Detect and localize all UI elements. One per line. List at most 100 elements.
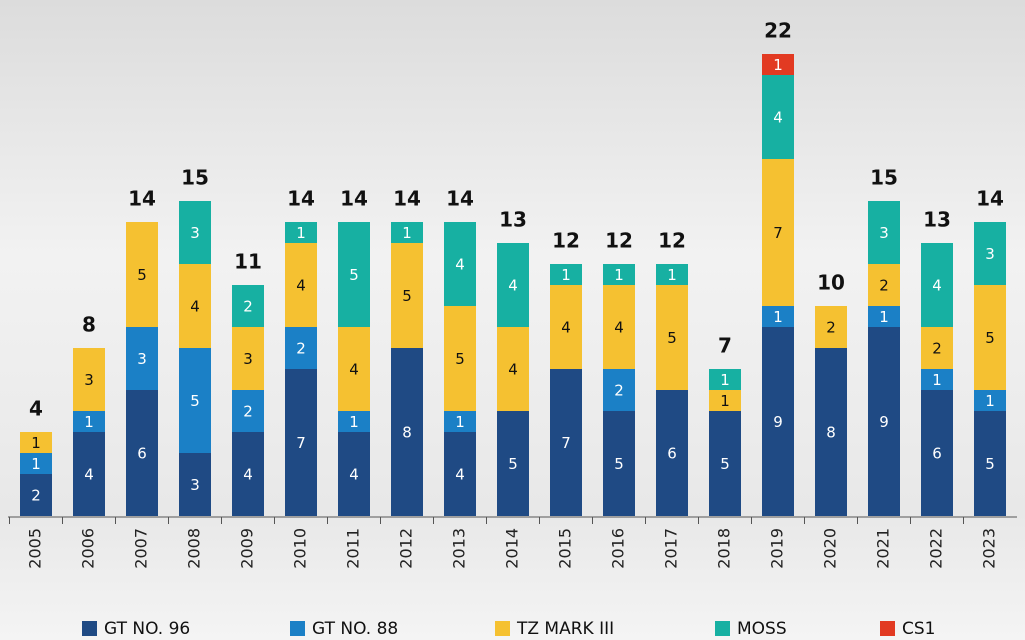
segment-label: 4 [243,466,253,484]
x-tick-label: 2016 [609,528,628,569]
total-label: 14 [393,187,421,211]
segment-label: 1 [720,392,730,410]
segment-label: 5 [349,266,359,284]
legend-label: CS1 [902,619,935,639]
legend-label: MOSS [737,619,787,639]
legend-swatch [495,621,510,636]
x-tick-label: 2006 [79,528,98,569]
total-label: 7 [718,334,732,358]
x-tick-label: 2007 [132,528,151,569]
segment-label: 1 [879,308,889,326]
segment-label: 1 [31,455,41,473]
x-tick-label: 2012 [397,528,416,569]
segment-label: 6 [137,445,147,463]
total-label: 14 [340,187,368,211]
segment-label: 1 [402,224,412,242]
segment-label: 1 [720,371,730,389]
x-tick-label: 2005 [26,528,45,569]
segment-label: 5 [985,329,995,347]
total-label: 4 [29,397,43,421]
segment-label: 3 [84,371,94,389]
x-tick-label: 2019 [768,528,787,569]
segment-label: 1 [349,413,359,431]
segment-label: 9 [879,413,889,431]
x-tick-label: 2018 [715,528,734,569]
x-tick-label: 2023 [980,528,999,569]
x-tick-label: 2014 [503,528,522,569]
x-tick-label: 2013 [450,528,469,569]
segment-label: 4 [773,109,783,127]
segment-label: 4 [614,319,624,337]
x-tick-label: 2008 [185,528,204,569]
x-tick-label: 2010 [291,528,310,569]
total-label: 12 [552,229,580,253]
legend-swatch [880,621,895,636]
segment-label: 1 [614,266,624,284]
segment-label: 2 [614,382,624,400]
x-tick-label: 2021 [874,528,893,569]
legend-swatch [290,621,305,636]
segment-label: 5 [985,455,995,473]
segment-label: 2 [826,319,836,337]
x-tick-label: 2015 [556,528,575,569]
segment-label: 8 [402,424,412,442]
segment-label: 3 [190,476,200,494]
segment-label: 2 [243,298,253,316]
segment-label: 5 [402,287,412,305]
segment-label: 4 [561,319,571,337]
segment-label: 4 [349,466,359,484]
total-label: 11 [234,250,262,274]
legend-swatch [715,621,730,636]
segment-label: 3 [137,350,147,368]
segment-label: 4 [508,277,518,295]
segment-label: 7 [561,434,571,452]
segment-label: 5 [455,350,465,368]
chart: 2005211420064138200763514200835431520094… [0,0,1025,640]
segment-label: 4 [508,361,518,379]
total-label: 15 [870,166,898,190]
segment-label: 5 [137,266,147,284]
total-label: 15 [181,166,209,190]
segment-label: 1 [84,413,94,431]
x-tick-label: 2009 [238,528,257,569]
segment-label: 4 [932,277,942,295]
segment-label: 9 [773,413,783,431]
total-label: 12 [658,229,686,253]
segment-label: 1 [561,266,571,284]
segment-label: 1 [985,392,995,410]
segment-label: 4 [349,361,359,379]
x-tick-label: 2011 [344,528,363,569]
total-label: 13 [499,208,527,232]
segment-label: 3 [879,224,889,242]
segment-label: 5 [667,329,677,347]
segment-label: 2 [243,403,253,421]
x-tick-label: 2020 [821,528,840,569]
total-label: 14 [287,187,315,211]
segment-label: 4 [455,256,465,274]
total-label: 14 [976,187,1004,211]
segment-label: 4 [455,466,465,484]
segment-label: 1 [773,56,783,74]
legend-label: GT NO. 88 [312,619,398,639]
total-label: 14 [446,187,474,211]
segment-label: 7 [773,224,783,242]
legend-label: TZ MARK III [516,619,614,639]
segment-label: 3 [190,224,200,242]
segment-label: 1 [932,371,942,389]
segment-label: 1 [455,413,465,431]
segment-label: 4 [296,277,306,295]
total-label: 8 [82,313,96,337]
segment-label: 5 [614,455,624,473]
segment-label: 5 [720,455,730,473]
segment-label: 1 [31,434,41,452]
segment-label: 3 [985,245,995,263]
legend-swatch [82,621,97,636]
total-label: 12 [605,229,633,253]
segment-label: 4 [84,466,94,484]
segment-label: 2 [879,277,889,295]
total-label: 13 [923,208,951,232]
segment-label: 2 [296,340,306,358]
segment-label: 5 [190,392,200,410]
legend-label: GT NO. 96 [104,619,190,639]
segment-label: 6 [932,445,942,463]
